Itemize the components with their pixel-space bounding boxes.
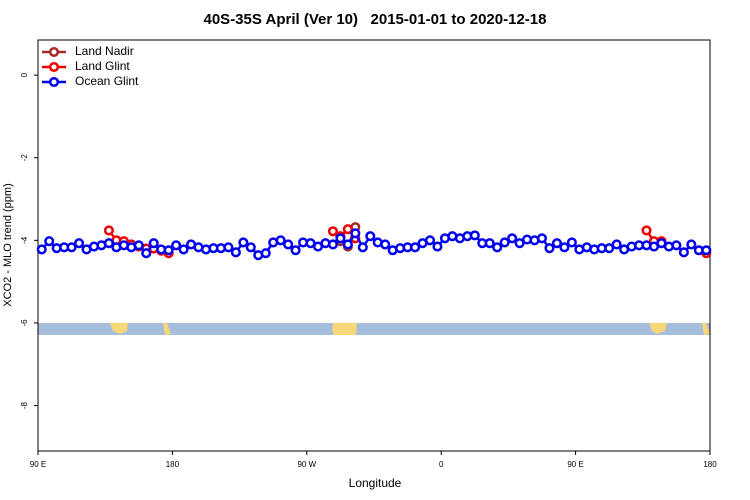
marker bbox=[514, 238, 525, 249]
marker bbox=[342, 224, 353, 235]
x-tick-label: 90 W bbox=[297, 460, 316, 469]
legend-label: Ocean Glint bbox=[75, 74, 139, 88]
marker bbox=[230, 247, 241, 258]
legend-label: Land Nadir bbox=[75, 44, 134, 58]
y-tick-label: -4 bbox=[20, 236, 29, 244]
marker bbox=[335, 233, 346, 244]
marker bbox=[44, 236, 55, 247]
marker bbox=[66, 242, 77, 253]
plot-frame bbox=[37, 39, 711, 452]
marker bbox=[141, 248, 152, 259]
y-tick-label: -2 bbox=[20, 154, 29, 162]
marker bbox=[245, 242, 256, 253]
marker bbox=[380, 239, 391, 250]
marker bbox=[432, 241, 443, 252]
marker bbox=[686, 239, 697, 250]
marker bbox=[484, 238, 495, 249]
marker bbox=[36, 244, 47, 255]
marker bbox=[171, 240, 182, 251]
marker bbox=[566, 237, 577, 248]
marker bbox=[327, 239, 338, 250]
marker bbox=[275, 235, 286, 246]
marker bbox=[223, 242, 234, 253]
marker bbox=[551, 238, 562, 249]
legend-marker bbox=[48, 76, 60, 88]
x-tick-label: 90 E bbox=[567, 460, 583, 469]
marker bbox=[671, 240, 682, 251]
marker bbox=[469, 230, 480, 241]
x-axis-label: Longitude bbox=[349, 476, 402, 490]
marker bbox=[74, 238, 85, 249]
marker bbox=[424, 235, 436, 246]
marker bbox=[678, 247, 689, 258]
marker bbox=[544, 243, 555, 254]
marker bbox=[260, 248, 271, 259]
y-tick-label: -6 bbox=[20, 319, 29, 327]
marker bbox=[148, 238, 159, 249]
y-tick-label: -8 bbox=[20, 401, 29, 409]
x-tick-label: 180 bbox=[703, 460, 717, 469]
marker bbox=[536, 233, 548, 244]
marker bbox=[641, 225, 652, 236]
marker bbox=[492, 242, 503, 253]
y-axis-label: XCO2 - MLO trend (ppm) bbox=[2, 183, 14, 306]
marker bbox=[499, 237, 510, 248]
marker bbox=[701, 245, 712, 256]
marker bbox=[133, 240, 144, 251]
legend-label: Land Glint bbox=[75, 59, 130, 73]
marker bbox=[283, 239, 294, 250]
marker bbox=[103, 238, 114, 249]
marker bbox=[163, 245, 174, 256]
marker bbox=[327, 226, 338, 237]
marker bbox=[342, 239, 353, 250]
legend-marker bbox=[48, 61, 60, 73]
series bbox=[36, 228, 712, 261]
marker bbox=[357, 242, 368, 253]
x-tick-label: 0 bbox=[439, 460, 444, 469]
marker bbox=[559, 242, 570, 253]
marker bbox=[410, 242, 421, 253]
marker bbox=[507, 233, 518, 244]
marker bbox=[238, 237, 249, 248]
marker bbox=[178, 244, 189, 255]
y-tick-label: 0 bbox=[20, 72, 29, 77]
marker bbox=[604, 243, 615, 254]
marker bbox=[103, 225, 114, 236]
x-tick-label: 180 bbox=[166, 460, 180, 469]
legend-marker bbox=[48, 46, 60, 58]
x-tick-label: 90 E bbox=[30, 460, 46, 469]
land-mask bbox=[38, 323, 710, 335]
marker bbox=[350, 228, 361, 239]
chart-title: 40S-35S April (Ver 10) 2015-01-01 to 202… bbox=[204, 11, 547, 28]
marker bbox=[290, 245, 301, 256]
marker bbox=[365, 231, 376, 242]
marker bbox=[611, 239, 622, 250]
